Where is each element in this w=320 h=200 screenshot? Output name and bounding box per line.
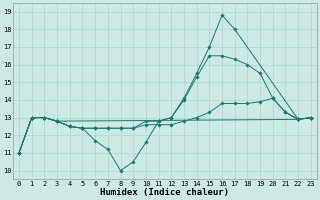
X-axis label: Humidex (Indice chaleur): Humidex (Indice chaleur) [100,188,229,197]
